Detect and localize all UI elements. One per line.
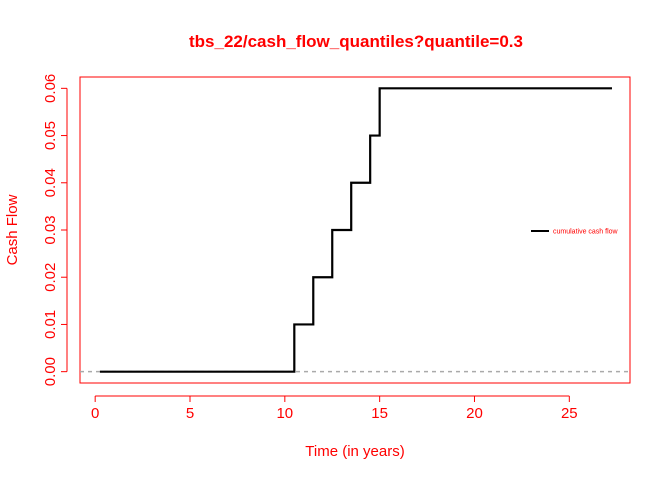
x-tick-label: 20 bbox=[466, 405, 483, 422]
x-tick-label: 5 bbox=[186, 405, 194, 422]
x-tick-label: 10 bbox=[276, 405, 293, 422]
x-axis-label: Time (in years) bbox=[305, 443, 404, 460]
plot-frame bbox=[79, 76, 631, 384]
y-tick-label: 0.00 bbox=[42, 357, 59, 386]
legend: cumulative cash flow bbox=[531, 229, 619, 236]
y-tick-label: 0.04 bbox=[42, 168, 59, 197]
legend-label: cumulative cash flow bbox=[553, 229, 619, 236]
y-axis: 0.00 0.01 0.02 0.03 0.04 0.05 0.06 bbox=[42, 74, 68, 386]
series-line bbox=[99, 87, 612, 373]
x-axis: 0 5 10 15 20 25 bbox=[91, 395, 578, 422]
y-tick-label: 0.06 bbox=[42, 74, 59, 103]
y-tick-label: 0.05 bbox=[42, 121, 59, 150]
x-tick-label: 15 bbox=[371, 405, 388, 422]
chart-title: tbs_22/cash_flow_quantiles?quantile=0.3 bbox=[189, 32, 523, 51]
x-tick-label: 25 bbox=[561, 405, 578, 422]
series-layer bbox=[99, 87, 612, 373]
y-axis-label: Cash Flow bbox=[4, 194, 21, 265]
y-tick-label: 0.02 bbox=[42, 263, 59, 292]
y-tick-label: 0.03 bbox=[42, 215, 59, 244]
x-tick-label: 0 bbox=[91, 405, 99, 422]
y-tick-label: 0.01 bbox=[42, 310, 59, 339]
